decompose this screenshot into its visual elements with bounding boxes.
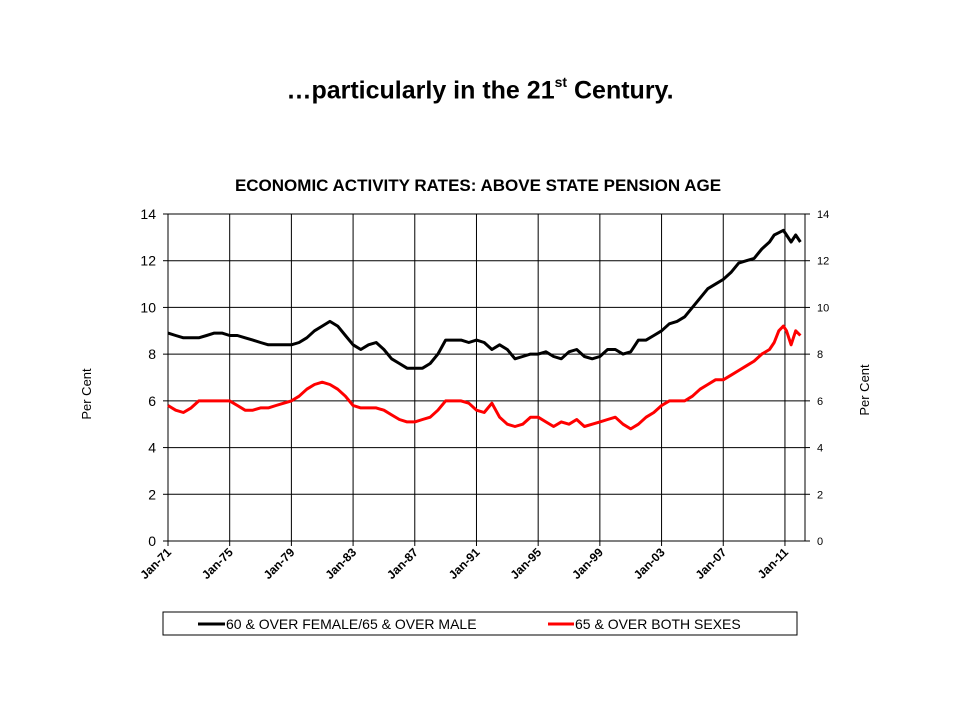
y-tick-label-right: 2: [817, 489, 823, 501]
series-line-1: [167, 228, 802, 370]
y-tick-label-left: 4: [148, 440, 156, 456]
y-axis-label-right: Per Cent: [857, 364, 872, 416]
y-tick-label-left: 6: [148, 393, 156, 409]
x-tick-label: Jan-91: [446, 545, 483, 582]
y-tick-label-left: 14: [140, 206, 156, 222]
chart-axes: 0 0 2 2 4 4 6 6 8 8 10 10 12 12 14 14 Jan-71 Jan-75 Jan-79…: [137, 206, 829, 582]
y-tick-label-right: 10: [817, 302, 829, 314]
x-tick-label: Jan-03: [631, 545, 668, 582]
slide-title-main: …particularly in the 21: [286, 76, 555, 105]
x-tick-label: Jan-71: [137, 545, 174, 582]
legend-label-1: 60 & OVER FEMALE/65 & OVER MALE: [226, 616, 477, 632]
chart-gridlines: [168, 213, 805, 541]
y-tick-label-right: 4: [817, 443, 823, 455]
x-tick-label: Jan-75: [199, 545, 236, 582]
slide-title-tail: Century.: [567, 76, 674, 105]
chart-title: ECONOMIC ACTIVITY RATES: ABOVE STATE PEN…: [235, 176, 721, 195]
x-tick-label: Jan-79: [261, 545, 298, 582]
y-tick-label-left: 0: [148, 533, 156, 549]
slide-title-superscript: st: [554, 74, 568, 90]
chart-legend: 60 & OVER FEMALE/65 & OVER MALE 65 & OVER…: [162, 611, 798, 636]
plot-area-border: [167, 213, 806, 542]
y-tick-label-right: 12: [817, 256, 829, 268]
x-tick-label: Jan-07: [693, 545, 730, 582]
y-tick-label-right: 6: [817, 396, 823, 408]
y-tick-label-left: 10: [140, 299, 156, 315]
series-line-2: [167, 324, 802, 431]
x-tick-label: Jan-83: [322, 545, 359, 582]
y-tick-label-right: 14: [817, 209, 829, 221]
chart-series-lines: [167, 228, 802, 431]
y-tick-label-left: 2: [148, 486, 156, 502]
x-tick-label: Jan-87: [384, 545, 421, 582]
y-axis-label-left: Per Cent: [79, 368, 94, 420]
y-tick-label-right: 8: [817, 349, 823, 361]
y-tick-label-left: 8: [148, 346, 156, 362]
x-tick-label: Jan-11: [755, 545, 792, 582]
legend-label-2: 65 & OVER BOTH SEXES: [575, 616, 741, 632]
y-tick-label-left: 12: [140, 253, 156, 269]
x-tick-label: Jan-99: [569, 545, 606, 582]
y-tick-label-right: 0: [817, 536, 823, 548]
x-tick-label: Jan-95: [507, 545, 544, 582]
slide-title: …particularly in the 21st Century.: [0, 74, 960, 105]
